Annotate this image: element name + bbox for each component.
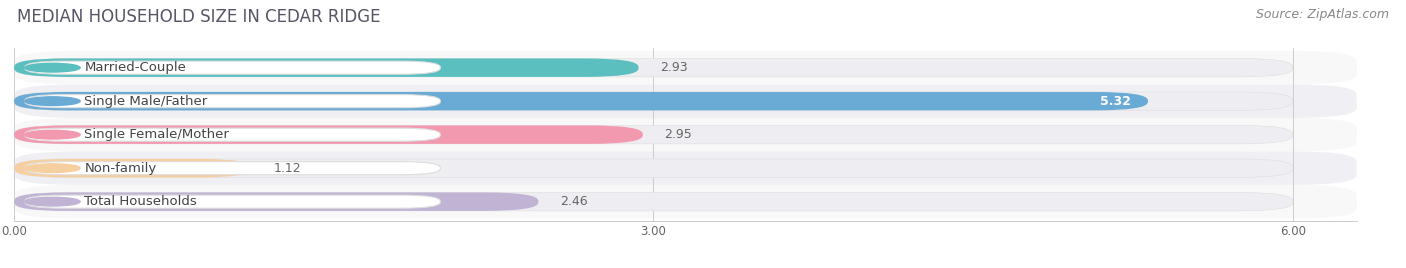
Text: 2.95: 2.95	[664, 128, 692, 141]
FancyBboxPatch shape	[14, 58, 1294, 77]
FancyBboxPatch shape	[25, 95, 440, 108]
FancyBboxPatch shape	[25, 61, 440, 74]
Text: Single Female/Mother: Single Female/Mother	[84, 128, 229, 141]
Text: 2.46: 2.46	[560, 195, 588, 208]
FancyBboxPatch shape	[14, 125, 1294, 144]
Circle shape	[25, 97, 80, 106]
FancyBboxPatch shape	[14, 84, 1357, 118]
FancyBboxPatch shape	[14, 92, 1294, 110]
FancyBboxPatch shape	[25, 195, 440, 208]
Text: 5.32: 5.32	[1099, 95, 1130, 108]
FancyBboxPatch shape	[14, 159, 1294, 177]
FancyBboxPatch shape	[14, 192, 1294, 211]
FancyBboxPatch shape	[14, 192, 538, 211]
FancyBboxPatch shape	[25, 128, 440, 141]
Text: 1.12: 1.12	[274, 162, 302, 175]
FancyBboxPatch shape	[14, 159, 253, 177]
FancyBboxPatch shape	[14, 118, 1357, 151]
FancyBboxPatch shape	[14, 92, 1147, 110]
Text: Married-Couple: Married-Couple	[84, 61, 186, 74]
FancyBboxPatch shape	[14, 125, 643, 144]
Text: Single Male/Father: Single Male/Father	[84, 95, 208, 108]
Text: Source: ZipAtlas.com: Source: ZipAtlas.com	[1256, 8, 1389, 21]
Circle shape	[25, 130, 80, 139]
Text: Non-family: Non-family	[84, 162, 156, 175]
Text: 2.93: 2.93	[659, 61, 688, 74]
FancyBboxPatch shape	[25, 162, 440, 175]
FancyBboxPatch shape	[14, 185, 1357, 218]
FancyBboxPatch shape	[14, 58, 638, 77]
Circle shape	[25, 63, 80, 72]
FancyBboxPatch shape	[14, 51, 1357, 84]
Text: MEDIAN HOUSEHOLD SIZE IN CEDAR RIDGE: MEDIAN HOUSEHOLD SIZE IN CEDAR RIDGE	[17, 8, 381, 26]
Circle shape	[25, 197, 80, 206]
FancyBboxPatch shape	[14, 151, 1357, 185]
Text: Total Households: Total Households	[84, 195, 197, 208]
Circle shape	[25, 164, 80, 173]
